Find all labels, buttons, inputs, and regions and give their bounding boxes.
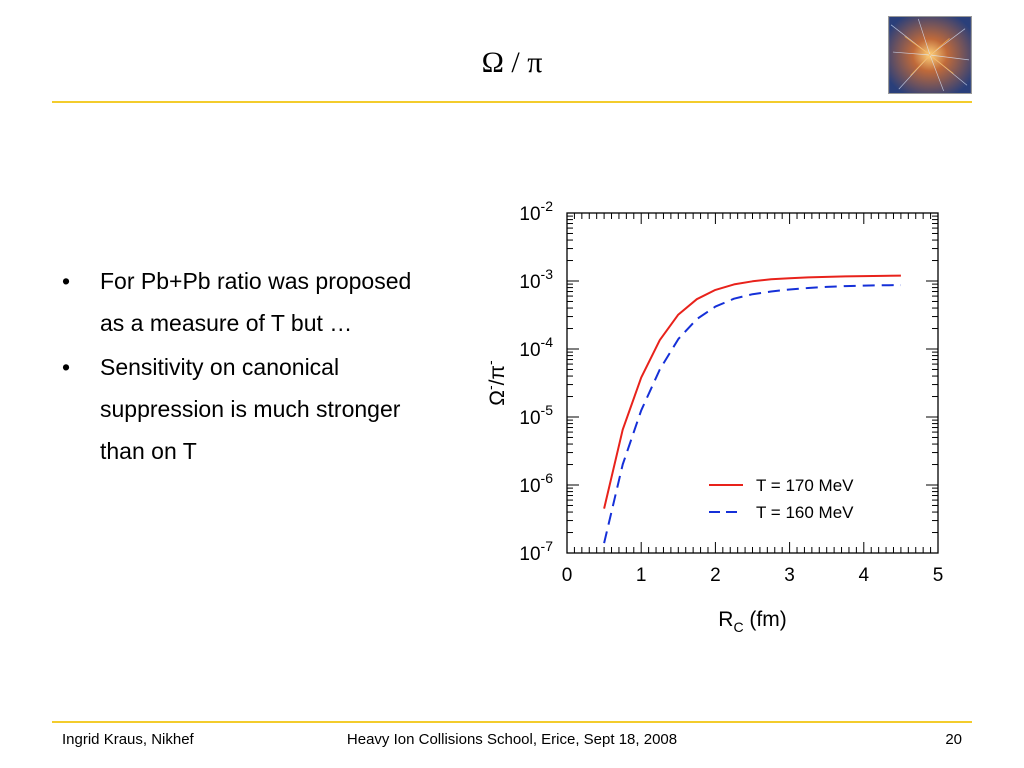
y-tick-label: 10-5 (519, 402, 553, 429)
x-tick-label: 5 (933, 565, 944, 586)
x-axis-title: RC (fm) (718, 608, 786, 635)
y-tick-label: 10-3 (519, 266, 553, 293)
series-line-solid (603, 274, 901, 509)
slide-title: Ω / π (481, 46, 543, 79)
bullet-item: For Pb+Pb ratio was proposed as a measur… (58, 260, 418, 344)
x-tick-label: 3 (784, 565, 795, 586)
y-axis-title: Ω-/π- (482, 360, 509, 406)
y-tick-label: 10-7 (519, 538, 553, 565)
footer-divider (52, 721, 972, 723)
bullet-item: Sensitivity on canonical suppression is … (58, 346, 418, 472)
x-tick-label: 4 (859, 565, 870, 586)
collision-event-logo (888, 16, 972, 94)
y-tick-label: 10-4 (519, 334, 553, 361)
series-line-dashed (603, 284, 901, 544)
x-tick-label: 0 (562, 565, 573, 586)
omega-pi-ratio-chart: 0 1 2 3 4 5 10-2 10-3 10-4 10-5 10-6 10-7 T = 170 M… (482, 198, 944, 635)
legend-label: T = 160 MeV (756, 503, 854, 522)
plot-frame (566, 212, 939, 554)
header-divider (52, 101, 972, 103)
x-tick-label: 1 (636, 565, 647, 586)
page-number: 20 (945, 731, 962, 748)
footer-event: Heavy Ion Collisions School, Erice, Sept… (346, 731, 678, 748)
y-tick-label: 10-2 (519, 198, 553, 225)
x-tick-label: 2 (710, 565, 721, 586)
footer-author: Ingrid Kraus, Nikhef (62, 731, 194, 748)
y-tick-label: 10-6 (519, 470, 553, 497)
bullet-list: For Pb+Pb ratio was proposed as a measur… (58, 260, 418, 474)
legend-label: T = 170 MeV (756, 476, 854, 495)
